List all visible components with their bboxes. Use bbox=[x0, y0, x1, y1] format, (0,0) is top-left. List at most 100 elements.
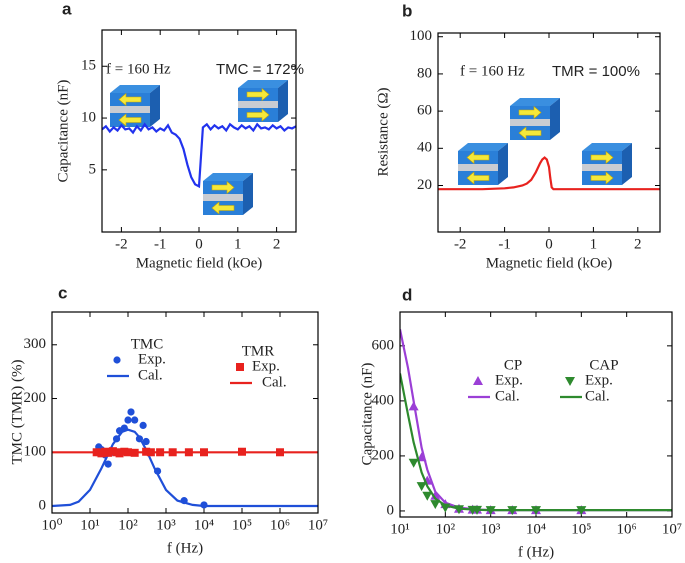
x-tick-label: 1 bbox=[234, 236, 242, 252]
y-tick-label: 0 bbox=[387, 502, 395, 518]
y-tick-label: 40 bbox=[417, 140, 432, 156]
legend-label: Cal. bbox=[262, 374, 287, 390]
junction-icon bbox=[582, 143, 632, 185]
x-tick-label: -1 bbox=[498, 236, 511, 252]
data-point bbox=[142, 437, 150, 446]
x-axis-label: f (Hz) bbox=[518, 544, 554, 560]
data-point bbox=[104, 460, 112, 468]
x-tick-label: -1 bbox=[154, 236, 167, 252]
annotation: f = 160 Hz bbox=[106, 61, 171, 77]
x-tick-label: 10⁴ bbox=[526, 521, 546, 537]
junction-icon bbox=[458, 143, 508, 185]
legend-label: Exp. bbox=[495, 372, 523, 388]
legend-title: CP bbox=[504, 357, 522, 373]
annotation: TMC = 172% bbox=[216, 61, 304, 78]
panel-label: d bbox=[402, 285, 412, 304]
legend-title: TMC bbox=[131, 336, 164, 352]
y-tick-label: 200 bbox=[24, 390, 47, 406]
junction-icon bbox=[110, 85, 160, 127]
data-point bbox=[131, 416, 139, 424]
y-axis-label: Resistance (Ω) bbox=[375, 87, 391, 176]
panel-label: b bbox=[402, 1, 412, 20]
legend-title: TMR bbox=[242, 343, 275, 359]
data-line bbox=[438, 156, 660, 191]
y-tick-label: 20 bbox=[417, 177, 432, 193]
data-line bbox=[400, 329, 672, 512]
x-tick-label: 2 bbox=[273, 236, 281, 252]
x-tick-label: 10¹ bbox=[80, 517, 100, 533]
x-tick-label: -2 bbox=[115, 236, 128, 252]
x-tick-label: 10⁵ bbox=[232, 517, 252, 533]
x-tick-label: 10⁰ bbox=[41, 517, 62, 533]
x-tick-label: 10⁷ bbox=[308, 517, 328, 533]
x-tick-label: 10⁵ bbox=[571, 521, 591, 537]
x-tick-label: 10³ bbox=[481, 521, 501, 537]
x-tick-label: 10³ bbox=[156, 517, 176, 533]
y-tick-label: 80 bbox=[417, 65, 432, 81]
legend-label: Exp. bbox=[585, 372, 613, 388]
y-tick-label: 5 bbox=[89, 161, 97, 177]
data-point bbox=[139, 421, 147, 429]
data-point bbox=[430, 500, 441, 510]
legend-swatch bbox=[473, 376, 483, 385]
plot-frame bbox=[101, 29, 297, 233]
x-tick-label: 0 bbox=[545, 236, 553, 252]
x-tick-label: 1 bbox=[590, 236, 598, 252]
x-tick-label: 10⁴ bbox=[194, 517, 214, 533]
data-point bbox=[416, 482, 427, 492]
data-point bbox=[422, 491, 433, 501]
y-axis-label: Capacitance (nF) bbox=[55, 80, 71, 183]
legend-label: Cal. bbox=[495, 388, 520, 404]
y-tick-label: 600 bbox=[372, 337, 395, 353]
y-axis-label: TMC (TMR) (%) bbox=[9, 360, 25, 465]
junction-icon bbox=[510, 98, 560, 140]
y-tick-label: 10 bbox=[81, 109, 96, 125]
y-tick-label: 200 bbox=[372, 447, 395, 463]
x-tick-label: 10² bbox=[118, 517, 138, 533]
y-tick-label: 400 bbox=[372, 392, 395, 408]
data-point bbox=[408, 458, 419, 468]
y-tick-label: 15 bbox=[81, 58, 96, 74]
plot-frame bbox=[51, 311, 319, 514]
legend-swatch bbox=[236, 363, 244, 371]
data-line bbox=[102, 122, 296, 189]
x-axis-label: Magnetic field (kOe) bbox=[136, 255, 263, 271]
x-tick-label: -2 bbox=[454, 236, 467, 252]
y-tick-label: 300 bbox=[24, 336, 47, 352]
y-tick-label: 0 bbox=[39, 497, 47, 513]
y-axis-label: Capacitance (nF) bbox=[359, 363, 375, 466]
panel-label: a bbox=[62, 0, 72, 18]
x-tick-label: 10⁷ bbox=[662, 521, 682, 537]
x-tick-label: 2 bbox=[634, 236, 642, 252]
annotation: f = 160 Hz bbox=[460, 63, 525, 79]
data-point bbox=[430, 490, 441, 500]
data-line bbox=[52, 428, 318, 508]
data-point bbox=[124, 416, 132, 424]
legend-label: Cal. bbox=[138, 367, 163, 383]
plot-frame bbox=[437, 32, 661, 233]
x-tick-label: 10⁶ bbox=[617, 521, 637, 537]
legend-title: CAP bbox=[589, 357, 618, 373]
legend-label: Cal. bbox=[585, 388, 610, 404]
legend-swatch bbox=[565, 377, 575, 386]
x-tick-label: 0 bbox=[195, 236, 203, 252]
x-axis-label: f (Hz) bbox=[167, 540, 203, 556]
y-tick-label: 60 bbox=[417, 103, 432, 119]
data-line bbox=[400, 373, 672, 512]
legend-label: Exp. bbox=[138, 351, 166, 367]
junction-icon bbox=[238, 80, 288, 122]
junction-icon bbox=[203, 173, 253, 215]
x-tick-label: 10² bbox=[436, 521, 456, 537]
legend-swatch bbox=[113, 356, 121, 364]
annotation: TMR = 100% bbox=[552, 63, 640, 80]
x-tick-label: 10¹ bbox=[390, 521, 410, 537]
x-axis-label: Magnetic field (kOe) bbox=[486, 255, 613, 271]
panel-label: c bbox=[58, 283, 67, 302]
data-point bbox=[127, 408, 135, 416]
y-tick-label: 100 bbox=[410, 28, 433, 44]
plot-frame bbox=[399, 311, 673, 518]
x-tick-label: 10⁶ bbox=[270, 517, 290, 533]
y-tick-label: 100 bbox=[24, 444, 47, 460]
legend-label: Exp. bbox=[252, 358, 280, 374]
